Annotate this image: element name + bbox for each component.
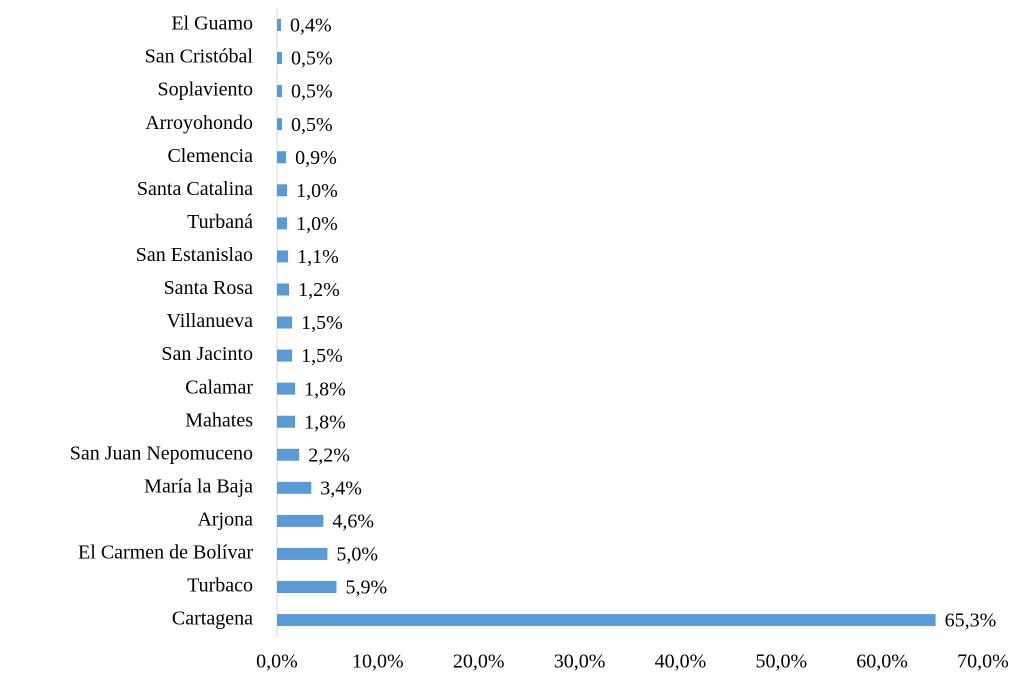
bar [277, 614, 936, 627]
bar [277, 415, 296, 428]
x-tick-label: 50,0% [755, 651, 807, 673]
y-tick-label: San Estanislao [136, 244, 253, 266]
y-tick-label: Turbaco [187, 575, 253, 597]
data-label: 65,3% [945, 610, 997, 632]
bar [277, 283, 290, 296]
bar [277, 217, 288, 230]
data-label: 1,2% [298, 279, 340, 301]
bar [277, 514, 324, 527]
bar [277, 448, 300, 461]
bar [277, 349, 293, 362]
data-label: 2,2% [308, 444, 350, 466]
bar [277, 19, 282, 31]
data-label: 1,5% [301, 345, 343, 367]
data-label: 5,9% [346, 577, 388, 599]
y-tick-label: María la Baja [144, 475, 253, 497]
x-tick-label: 10,0% [352, 651, 404, 673]
x-tick-label: 40,0% [655, 651, 707, 673]
bar [277, 581, 337, 594]
data-label: 0,5% [291, 81, 333, 103]
data-label: 1,8% [304, 411, 346, 433]
data-label: 5,0% [336, 544, 378, 566]
y-tick-label: Calamar [185, 376, 253, 398]
x-tick-label: 70,0% [957, 651, 1009, 673]
y-tick-label: Clemencia [167, 145, 253, 167]
data-label: 1,1% [297, 246, 339, 268]
x-tick-label: 0,0% [256, 651, 298, 673]
bar [277, 547, 328, 560]
bar [277, 250, 289, 263]
data-label: 0,5% [291, 114, 333, 136]
data-label: 0,5% [291, 48, 333, 70]
bar [277, 151, 287, 164]
y-tick-label: Turbaná [187, 211, 253, 233]
y-tick-label: El Carmen de Bolívar [78, 542, 253, 564]
y-tick-label: San Juan Nepomuceno [70, 442, 253, 464]
y-tick-label: Arroyohondo [145, 112, 253, 134]
bar [277, 85, 283, 98]
data-label: 0,4% [290, 15, 332, 37]
data-label: 1,0% [296, 213, 338, 235]
data-label: 1,0% [296, 180, 338, 202]
bar [277, 316, 293, 329]
y-tick-label: San Jacinto [161, 343, 253, 365]
y-tick-label: Soplaviento [157, 79, 253, 101]
data-label: 1,5% [301, 312, 343, 334]
data-label: 3,4% [320, 477, 362, 499]
y-tick-label: Villanueva [166, 310, 253, 332]
y-tick-label: Arjona [197, 508, 253, 530]
x-tick-label: 30,0% [554, 651, 606, 673]
y-tick-label: Santa Catalina [137, 178, 253, 200]
bar [277, 481, 312, 494]
bar [277, 382, 296, 395]
y-tick-label: El Guamo [171, 13, 253, 35]
x-tick-label: 60,0% [856, 651, 908, 673]
y-tick-label: Mahates [185, 409, 253, 431]
bar [277, 52, 283, 65]
data-label: 1,8% [304, 378, 346, 400]
bar [277, 118, 283, 131]
y-tick-label: San Cristóbal [145, 46, 254, 68]
data-label: 0,9% [295, 147, 337, 169]
data-label: 4,6% [332, 510, 374, 532]
bar [277, 184, 288, 197]
y-tick-label: Santa Rosa [164, 277, 254, 299]
x-tick-label: 20,0% [453, 651, 505, 673]
y-tick-label: Cartagena [172, 608, 253, 630]
